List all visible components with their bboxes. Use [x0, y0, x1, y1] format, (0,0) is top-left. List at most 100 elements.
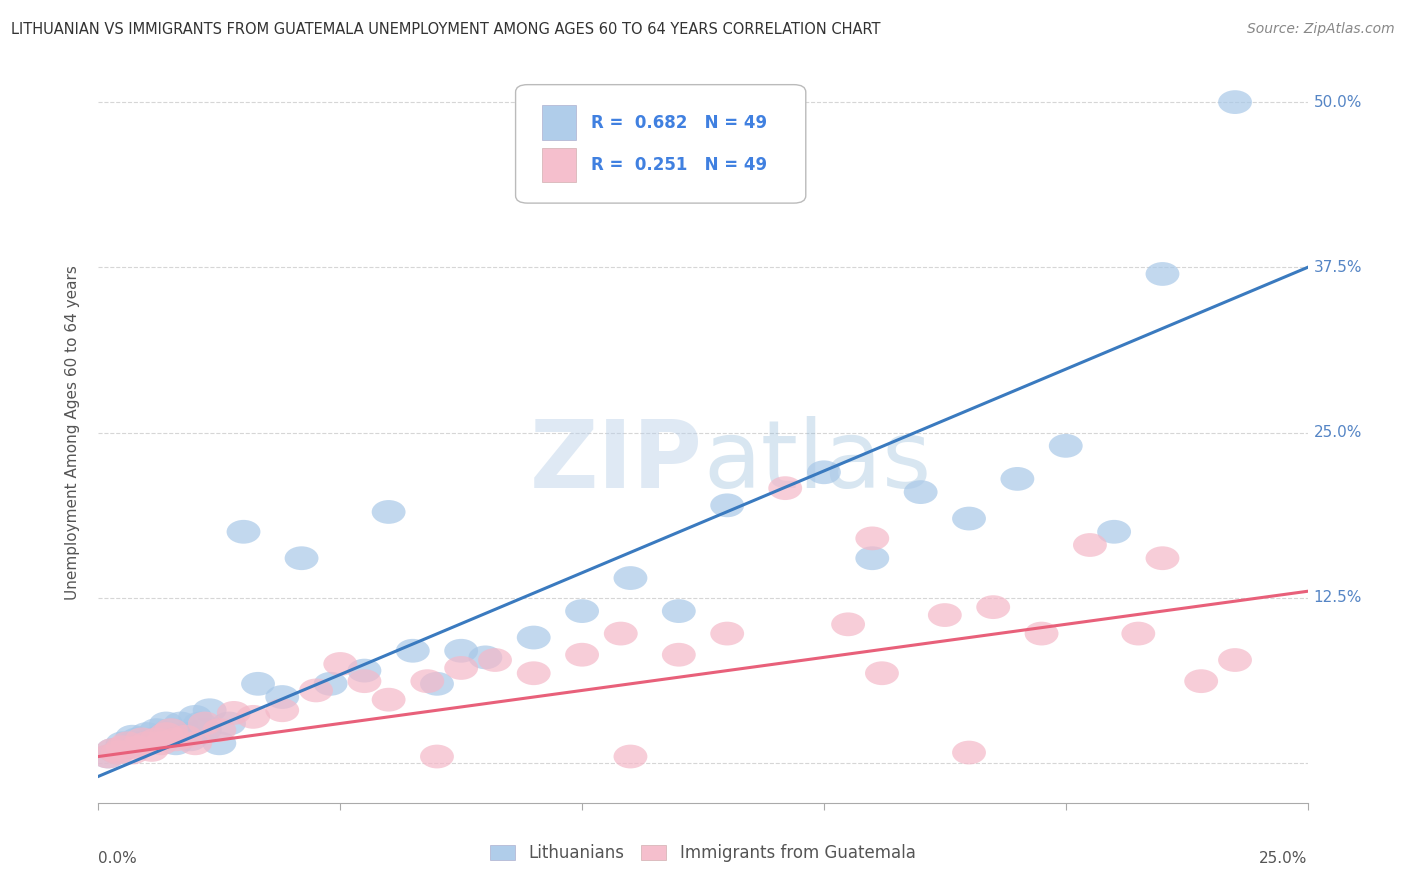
- Ellipse shape: [236, 705, 270, 729]
- Text: 25.0%: 25.0%: [1260, 851, 1308, 866]
- Ellipse shape: [139, 718, 173, 742]
- Ellipse shape: [212, 712, 246, 735]
- Text: ZIP: ZIP: [530, 417, 703, 508]
- Ellipse shape: [831, 613, 865, 636]
- Ellipse shape: [855, 526, 889, 550]
- Ellipse shape: [603, 622, 638, 646]
- Text: 25.0%: 25.0%: [1313, 425, 1362, 440]
- FancyBboxPatch shape: [543, 105, 576, 140]
- Ellipse shape: [179, 731, 212, 756]
- Ellipse shape: [952, 740, 986, 764]
- Ellipse shape: [613, 566, 647, 590]
- Ellipse shape: [904, 480, 938, 504]
- Ellipse shape: [91, 745, 125, 768]
- Ellipse shape: [1001, 467, 1035, 491]
- Ellipse shape: [420, 745, 454, 768]
- Ellipse shape: [371, 500, 405, 524]
- Ellipse shape: [240, 672, 276, 696]
- Ellipse shape: [169, 723, 202, 746]
- Ellipse shape: [145, 731, 179, 756]
- Ellipse shape: [120, 728, 155, 751]
- Ellipse shape: [217, 701, 250, 725]
- Ellipse shape: [952, 507, 986, 531]
- Text: R =  0.682   N = 49: R = 0.682 N = 49: [591, 114, 766, 132]
- Ellipse shape: [1218, 648, 1251, 672]
- Ellipse shape: [120, 735, 155, 759]
- Ellipse shape: [468, 646, 502, 669]
- Ellipse shape: [284, 546, 319, 570]
- Ellipse shape: [266, 685, 299, 709]
- Ellipse shape: [710, 622, 744, 646]
- Ellipse shape: [1073, 533, 1107, 557]
- Ellipse shape: [183, 712, 217, 735]
- Ellipse shape: [202, 718, 236, 742]
- Ellipse shape: [101, 740, 135, 764]
- Ellipse shape: [135, 728, 169, 751]
- Ellipse shape: [188, 718, 222, 742]
- Ellipse shape: [444, 639, 478, 663]
- Ellipse shape: [111, 731, 145, 756]
- Ellipse shape: [155, 718, 188, 742]
- Text: atlas: atlas: [703, 417, 931, 508]
- Ellipse shape: [1049, 434, 1083, 458]
- Y-axis label: Unemployment Among Ages 60 to 64 years: Unemployment Among Ages 60 to 64 years: [65, 265, 80, 600]
- Ellipse shape: [420, 672, 454, 696]
- Ellipse shape: [135, 738, 169, 762]
- Text: 12.5%: 12.5%: [1313, 591, 1362, 606]
- Ellipse shape: [125, 728, 159, 751]
- Ellipse shape: [1184, 669, 1218, 693]
- Ellipse shape: [347, 669, 381, 693]
- Ellipse shape: [411, 669, 444, 693]
- Ellipse shape: [347, 658, 381, 682]
- Ellipse shape: [299, 679, 333, 702]
- Ellipse shape: [105, 735, 139, 759]
- Ellipse shape: [1146, 262, 1180, 285]
- Ellipse shape: [96, 738, 129, 762]
- Ellipse shape: [226, 520, 260, 544]
- FancyBboxPatch shape: [543, 147, 576, 182]
- Ellipse shape: [139, 728, 173, 751]
- FancyBboxPatch shape: [516, 85, 806, 203]
- Ellipse shape: [155, 718, 188, 742]
- Ellipse shape: [928, 603, 962, 627]
- Ellipse shape: [115, 725, 149, 748]
- Ellipse shape: [807, 460, 841, 484]
- Ellipse shape: [1025, 622, 1059, 646]
- Ellipse shape: [1146, 546, 1180, 570]
- Ellipse shape: [396, 639, 430, 663]
- Ellipse shape: [145, 725, 179, 748]
- Text: 50.0%: 50.0%: [1313, 95, 1362, 110]
- Ellipse shape: [193, 698, 226, 723]
- Ellipse shape: [91, 745, 125, 768]
- Text: Source: ZipAtlas.com: Source: ZipAtlas.com: [1247, 22, 1395, 37]
- Ellipse shape: [159, 731, 193, 756]
- Ellipse shape: [855, 546, 889, 570]
- Ellipse shape: [96, 738, 129, 762]
- Ellipse shape: [159, 728, 193, 751]
- Ellipse shape: [105, 731, 139, 756]
- Ellipse shape: [149, 723, 183, 746]
- Ellipse shape: [179, 705, 212, 729]
- Text: 37.5%: 37.5%: [1313, 260, 1362, 275]
- Ellipse shape: [517, 661, 551, 685]
- Text: R =  0.251   N = 49: R = 0.251 N = 49: [591, 155, 766, 174]
- Ellipse shape: [129, 731, 163, 756]
- Ellipse shape: [565, 599, 599, 623]
- Ellipse shape: [169, 725, 202, 748]
- Ellipse shape: [565, 643, 599, 666]
- Ellipse shape: [976, 595, 1010, 619]
- Ellipse shape: [662, 599, 696, 623]
- Ellipse shape: [125, 731, 159, 756]
- Ellipse shape: [149, 712, 183, 735]
- Ellipse shape: [115, 740, 149, 764]
- Ellipse shape: [662, 643, 696, 666]
- Ellipse shape: [163, 712, 198, 735]
- Ellipse shape: [129, 723, 163, 746]
- Ellipse shape: [1097, 520, 1130, 544]
- Ellipse shape: [444, 656, 478, 680]
- Ellipse shape: [314, 672, 347, 696]
- Ellipse shape: [865, 661, 898, 685]
- Ellipse shape: [613, 745, 647, 768]
- Ellipse shape: [111, 735, 145, 759]
- Ellipse shape: [266, 698, 299, 723]
